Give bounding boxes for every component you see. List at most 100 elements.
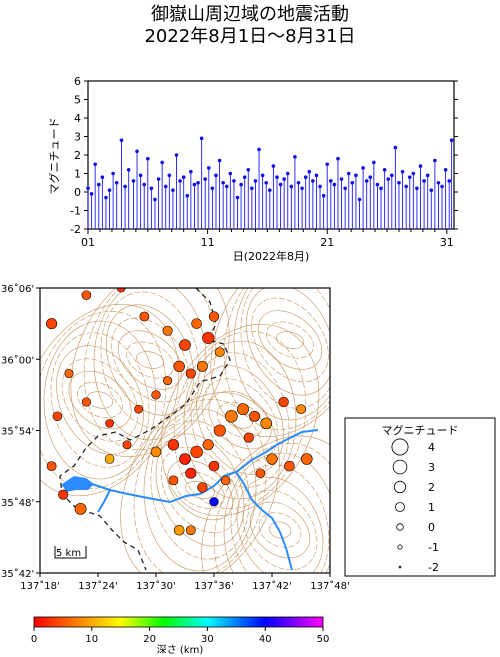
epicenter-point xyxy=(167,439,180,451)
magnitude-point xyxy=(250,186,254,191)
contour-line xyxy=(100,291,200,429)
magnitude-point xyxy=(221,180,225,185)
magnitude-point xyxy=(278,182,283,187)
y-tick-label: 0 xyxy=(74,186,81,199)
colorbar-tick-label: 50 xyxy=(317,634,330,645)
magnitude-point xyxy=(214,173,218,178)
epicenter-point xyxy=(185,525,196,536)
magnitude-point xyxy=(149,186,154,191)
magnitude-point xyxy=(239,182,243,187)
epicenter-point xyxy=(163,376,173,386)
magnitude-stems xyxy=(86,136,454,229)
contour-line xyxy=(258,512,302,548)
magnitude-point xyxy=(167,173,172,178)
magnitude-point xyxy=(296,180,301,185)
colorbar-gradient xyxy=(33,616,324,628)
river xyxy=(61,429,319,571)
contour-line xyxy=(230,464,330,573)
magnitude-point xyxy=(135,149,139,154)
lon-tick-label: 137˚18' xyxy=(20,580,60,592)
epicenter-point xyxy=(52,411,63,422)
y-tick-label: -1 xyxy=(70,205,81,218)
depth-colorbar: 0 10 20 30 40 50 深さ (km) xyxy=(31,616,330,656)
lon-tick-label: 137˚36' xyxy=(194,580,234,592)
contour-line xyxy=(68,370,132,430)
magnitude-point xyxy=(207,166,211,170)
epicenter-point xyxy=(64,368,74,379)
epicenter-point xyxy=(81,397,91,407)
magnitude-point xyxy=(210,186,215,191)
magnitude-point xyxy=(346,171,351,176)
magnitude-point xyxy=(350,180,355,185)
legend-title: マグニチュード xyxy=(382,423,459,437)
magnitude-point xyxy=(111,171,115,176)
lon-tick-label: 137˚48' xyxy=(310,580,350,592)
epicenter-point xyxy=(214,347,225,358)
epicenter-point xyxy=(81,290,92,300)
scale-bar: 5 km xyxy=(54,546,87,559)
magnitude-point xyxy=(364,179,369,183)
magnitude-point xyxy=(343,186,347,191)
y-tick-label: 6 xyxy=(74,75,81,88)
magnitude-point xyxy=(386,177,391,181)
magnitude-point xyxy=(107,188,112,192)
magnitude-point xyxy=(196,180,200,185)
magnitude-point xyxy=(325,162,330,167)
contour-line xyxy=(126,341,174,379)
colorbar-label: 深さ (km) xyxy=(157,644,204,656)
magnitude-point xyxy=(300,186,304,191)
magnitude-point xyxy=(285,171,290,176)
lat-tick-label: 36˚06' xyxy=(1,283,34,295)
magnitude-point xyxy=(393,145,398,150)
contour-line xyxy=(143,408,257,572)
contour-line xyxy=(167,459,233,521)
legend-label: 3 xyxy=(428,461,435,474)
magnitude-point xyxy=(185,193,190,198)
epicenter-point xyxy=(191,318,202,329)
magnitude-point xyxy=(293,155,297,159)
magnitude-point xyxy=(275,175,279,179)
magnitude-point xyxy=(235,195,240,200)
epicenter-point xyxy=(150,446,162,458)
epicenter-point xyxy=(300,453,313,465)
magnitude-point xyxy=(397,180,401,185)
magnitude-point xyxy=(329,179,333,183)
contour-line xyxy=(111,317,189,403)
scale-bar-label: 5 km xyxy=(56,548,81,559)
magnitude-point xyxy=(336,156,340,161)
magnitude-point xyxy=(123,184,127,189)
epicenter-point xyxy=(208,460,220,472)
magnitude-point xyxy=(311,179,315,183)
legend-symbol xyxy=(395,502,405,512)
epicenter-point xyxy=(116,288,126,293)
colorbar-ticks: 0 10 20 30 40 50 xyxy=(31,627,330,645)
magnitude-point xyxy=(181,175,186,179)
contour-line xyxy=(236,477,324,573)
magnitude-point xyxy=(443,168,448,172)
epicenter-point xyxy=(296,404,306,415)
legend-label: 2 xyxy=(428,481,435,494)
magnitude-point xyxy=(357,197,362,202)
contour-line xyxy=(61,358,139,442)
contour-line xyxy=(40,303,180,497)
epicenter-point xyxy=(284,460,295,472)
epicenter-point xyxy=(185,467,197,479)
magnitude-point xyxy=(224,184,229,189)
epicenter-point xyxy=(225,409,238,423)
epicenter-point xyxy=(202,331,215,344)
magnitude-point xyxy=(260,173,265,178)
legend-label: 1 xyxy=(428,501,435,514)
lon-tick-label: 137˚24' xyxy=(78,580,118,592)
x-tick-label: 31 xyxy=(440,236,454,249)
magnitude-point xyxy=(307,169,312,174)
magnitude-point xyxy=(242,175,247,179)
y-tick-label: 1 xyxy=(74,168,81,181)
epicenter-point xyxy=(168,475,179,486)
magnitude-point xyxy=(153,197,157,202)
magnitude-point xyxy=(119,138,124,142)
epicenter-point xyxy=(190,445,203,459)
magnitude-point xyxy=(382,168,387,172)
magnitude-point xyxy=(415,186,419,191)
magnitude-point xyxy=(407,175,412,179)
